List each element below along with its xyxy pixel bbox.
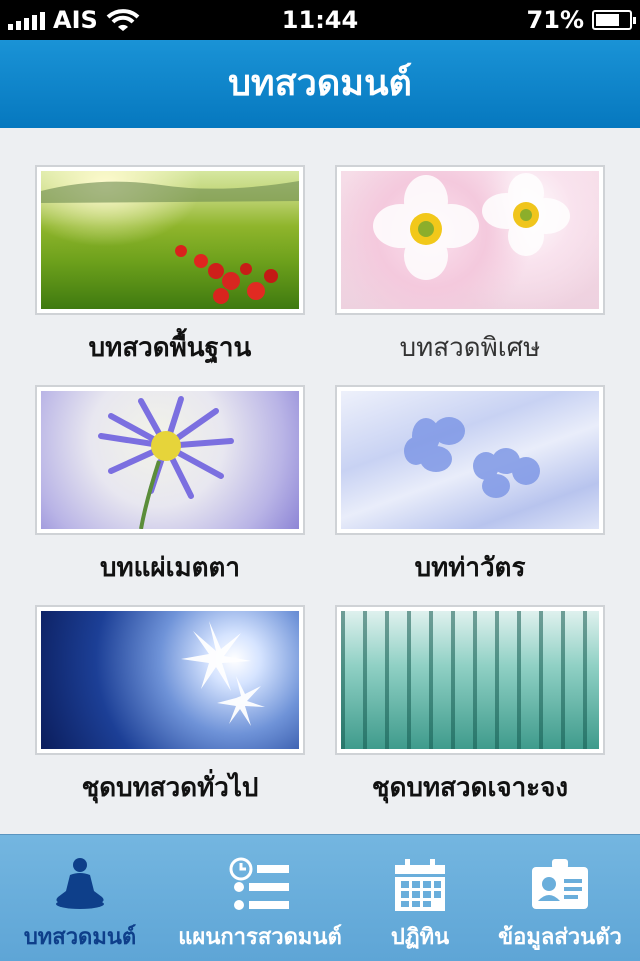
- tile-image-frame: [35, 605, 305, 755]
- category-grid: บทสวดพื้นฐาน บทสวดพิเศษ: [0, 128, 640, 834]
- tile-image-frame: [35, 165, 305, 315]
- battery-percent: 71%: [526, 6, 584, 34]
- tile-label: บทสวดพื้นฐาน: [88, 333, 252, 363]
- tile-label: ชุดบทสวดเจาะจง: [371, 773, 569, 803]
- tile-label: บทแผ่เมตตา: [99, 553, 241, 583]
- tile-label: บทท่าวัตร: [414, 553, 526, 583]
- anemone-image: [341, 171, 599, 309]
- tile-image-frame: [335, 165, 605, 315]
- tile-basic-chants[interactable]: บทสวดพื้นฐาน: [35, 165, 305, 368]
- carrier-name: AIS: [53, 6, 98, 34]
- star-flowers-image: [41, 611, 299, 749]
- battery-icon: [592, 10, 636, 30]
- status-bar: AIS 11:44 71%: [0, 0, 640, 40]
- tile-specific-chant-sets[interactable]: ชุดบทสวดเจาะจง: [335, 605, 605, 808]
- tab-calendar[interactable]: ปฏิทิน: [360, 835, 480, 961]
- tab-label: ปฏิทิน: [390, 925, 450, 950]
- tab-chant-plan[interactable]: แผนการสวดมนต์: [160, 835, 360, 961]
- page-title: บทสวดมนต์: [228, 63, 412, 104]
- status-time: 11:44: [281, 6, 359, 34]
- tile-metta-chants[interactable]: บทแผ่เมตตา: [35, 385, 305, 588]
- tile-label: ชุดบทสวดทั่วไป: [81, 773, 259, 803]
- calendar-icon: [395, 859, 445, 911]
- meditation-icon: [56, 858, 104, 909]
- schedule-list-icon: [229, 857, 289, 910]
- rice-field-image: [41, 171, 299, 309]
- tile-tamwat-chants[interactable]: บทท่าวัตร: [335, 385, 605, 588]
- id-card-icon: [532, 859, 588, 909]
- status-left: AIS: [8, 6, 140, 34]
- nav-bar: บทสวดมนต์: [0, 40, 640, 128]
- signal-icon: [8, 10, 45, 30]
- tab-label: แผนการสวดมนต์: [178, 925, 342, 950]
- status-right: 71%: [526, 6, 636, 34]
- tab-profile[interactable]: ข้อมูลส่วนตัว: [480, 835, 640, 961]
- aster-image: [41, 391, 299, 529]
- tab-label: ข้อมูลส่วนตัว: [498, 925, 622, 950]
- bamboo-image: [341, 611, 599, 749]
- tile-label: บทสวดพิเศษ: [399, 333, 541, 363]
- tab-label: บทสวดมนต์: [23, 925, 137, 950]
- tile-image-frame: [335, 605, 605, 755]
- tile-special-chants[interactable]: บทสวดพิเศษ: [335, 165, 605, 368]
- tile-general-chant-sets[interactable]: ชุดบทสวดทั่วไป: [35, 605, 305, 808]
- tab-bar: บทสวดมนต์ แผนการสวดมนต์ ปฏิทิน: [0, 834, 640, 961]
- tile-image-frame: [335, 385, 605, 535]
- tab-chants[interactable]: บทสวดมนต์: [0, 835, 160, 961]
- blue-petals-image: [341, 391, 599, 529]
- tile-image-frame: [35, 385, 305, 535]
- wifi-icon: [106, 9, 140, 31]
